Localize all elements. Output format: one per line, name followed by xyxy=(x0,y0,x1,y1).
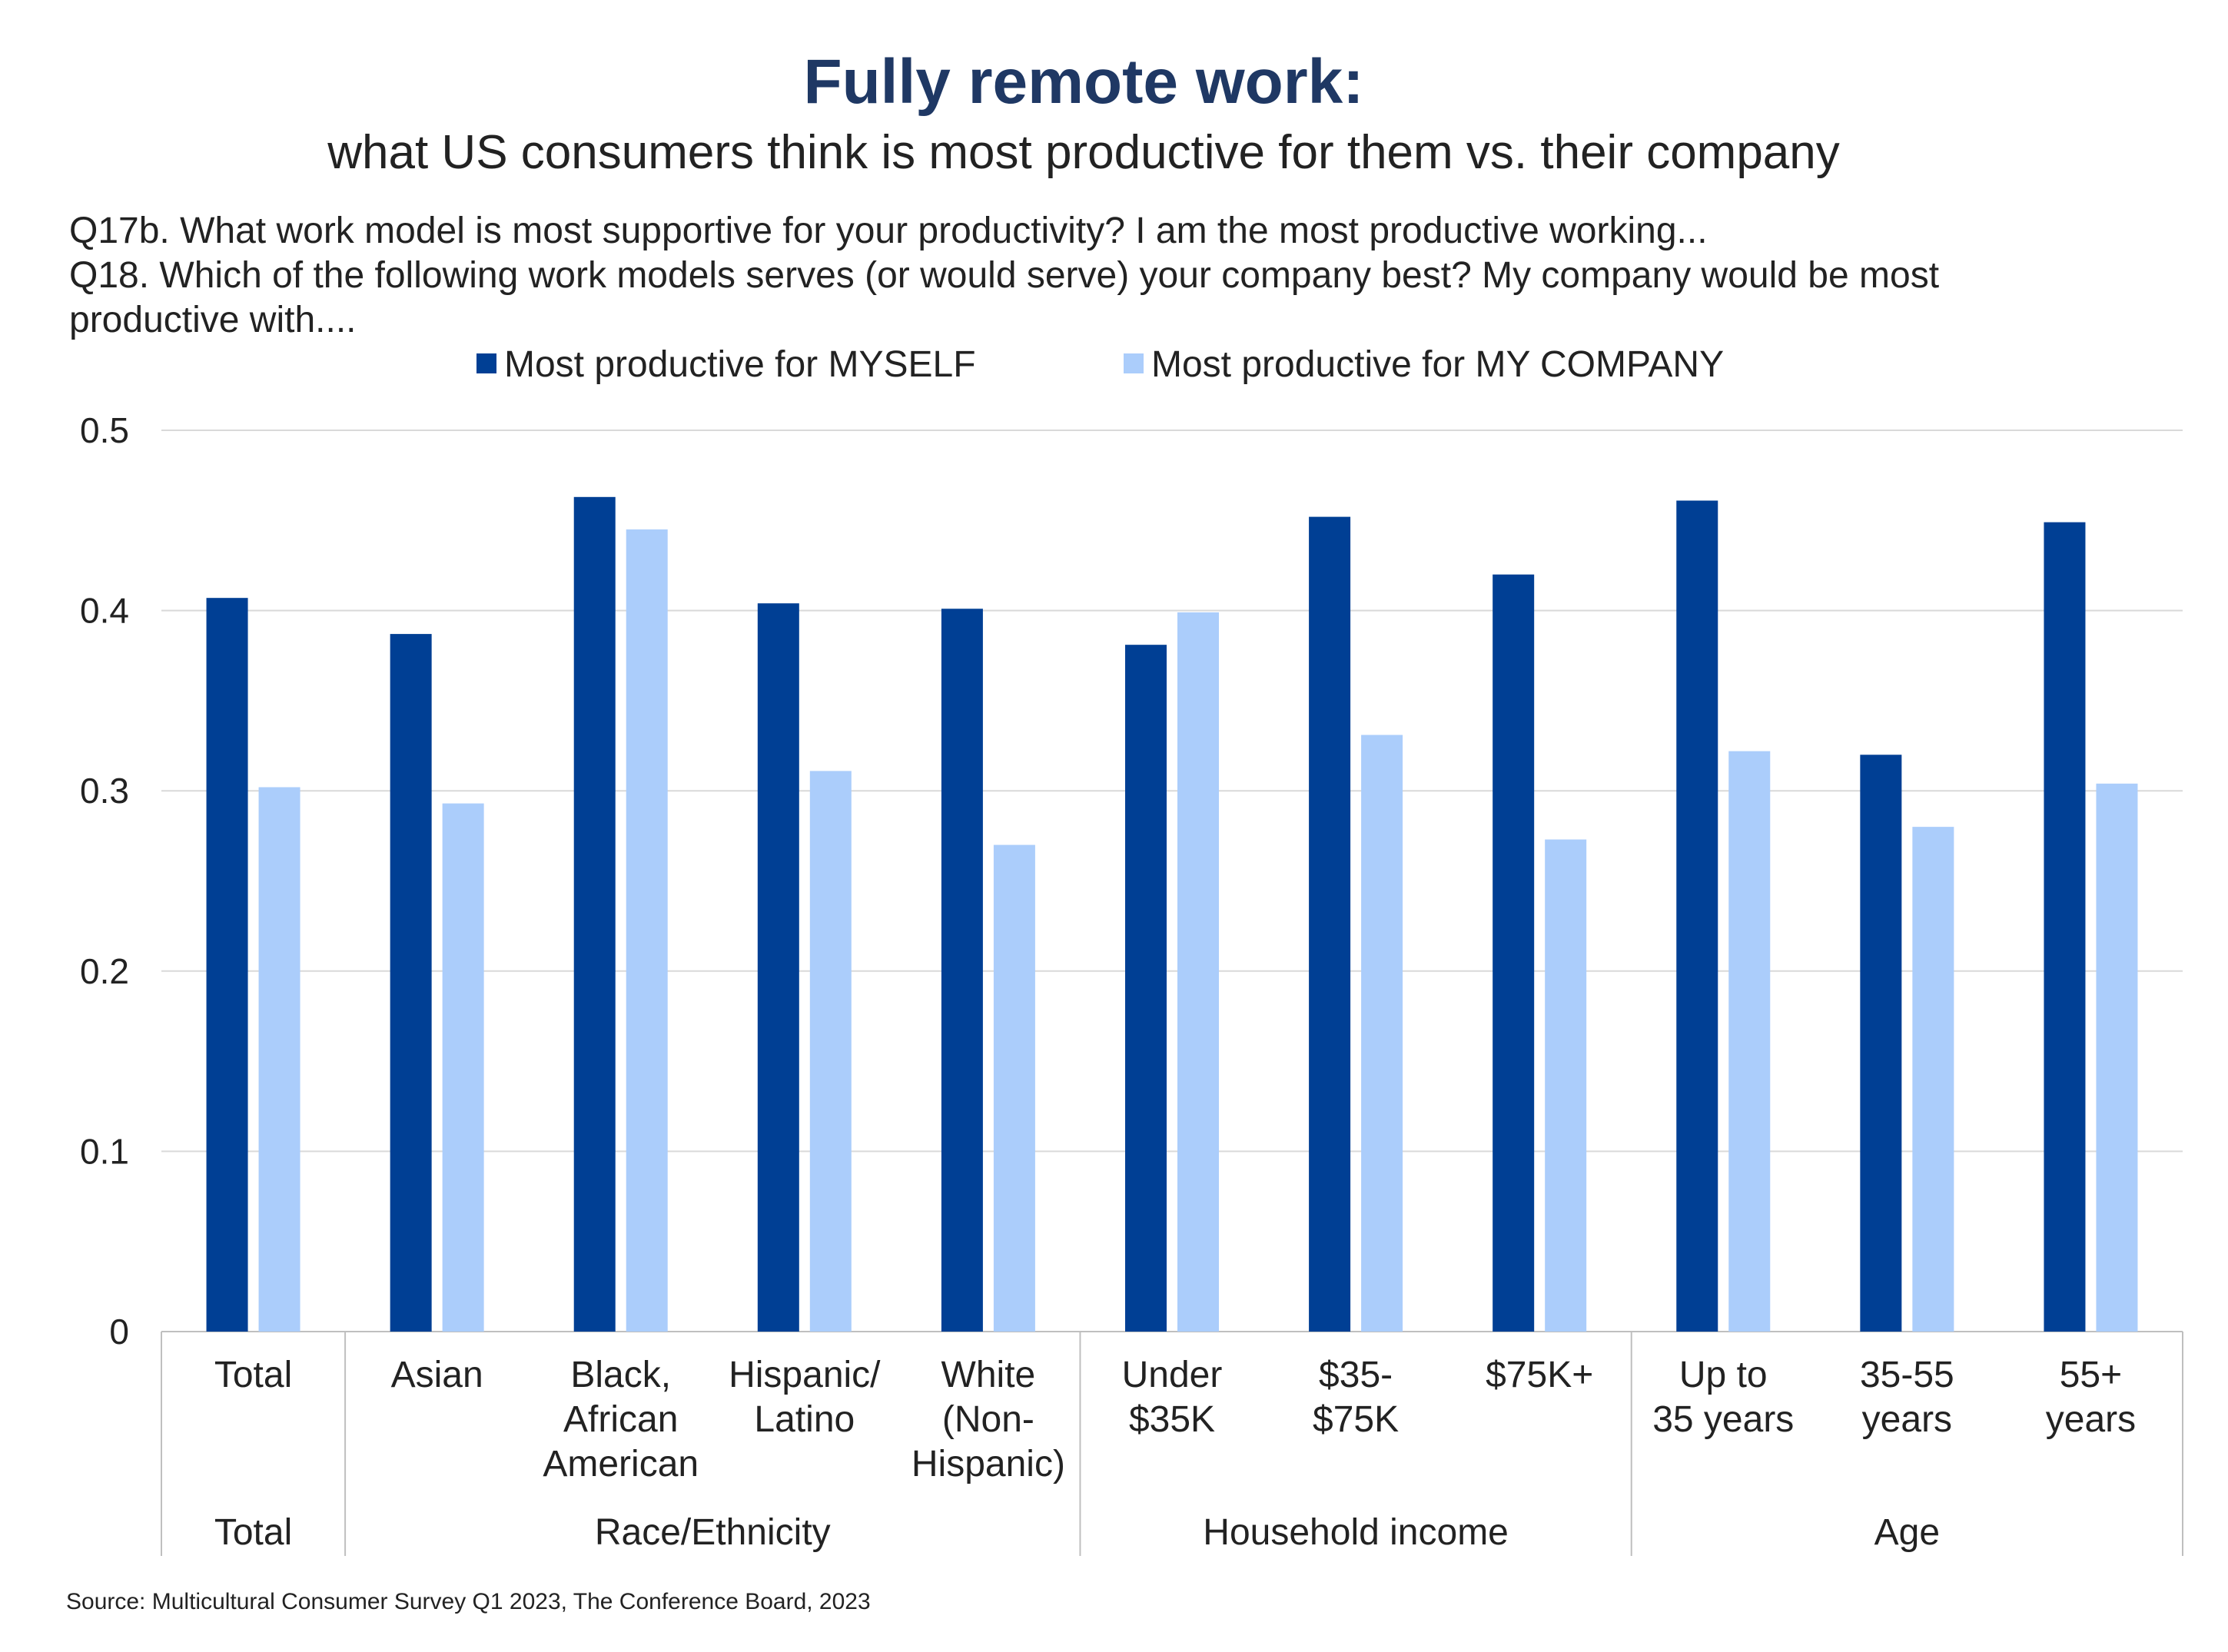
x-group-label: Total xyxy=(214,1512,292,1553)
y-tick-label: 0.5 xyxy=(80,410,129,450)
source-note: Source: Multicultural Consumer Survey Q1… xyxy=(66,1589,871,1614)
x-category-label: years xyxy=(2046,1399,2136,1440)
bar-myself xyxy=(1125,645,1167,1332)
bar-company xyxy=(626,529,668,1332)
bar-myself xyxy=(941,609,983,1332)
x-category-label: Latino xyxy=(754,1399,855,1440)
x-group-label: Household income xyxy=(1203,1512,1509,1553)
question-q17b: Q17b. What work model is most supportive… xyxy=(69,211,1708,251)
x-category-label: 55+ xyxy=(2060,1355,2122,1395)
bar-myself xyxy=(390,634,432,1332)
bar-company xyxy=(442,803,484,1332)
x-category-label: years xyxy=(1862,1399,1952,1440)
bar-company xyxy=(993,844,1035,1332)
bar-myself xyxy=(2044,522,2086,1332)
bar-company xyxy=(1177,612,1219,1332)
bar-company xyxy=(1728,751,1771,1332)
x-category-label: White xyxy=(941,1355,1036,1395)
x-category-label: American xyxy=(543,1444,699,1484)
bar-company xyxy=(1912,827,1954,1332)
x-category-label: Under xyxy=(1122,1355,1223,1395)
x-category-label: Up to xyxy=(1679,1355,1768,1395)
x-category-label: Black, xyxy=(570,1355,671,1395)
bar-company xyxy=(2096,783,2138,1332)
bar-myself xyxy=(757,603,799,1332)
chart-subtitle: what US consumers think is most producti… xyxy=(327,126,1840,179)
question-q18-continued: productive with.... xyxy=(69,300,357,340)
x-category-label: Hispanic/ xyxy=(729,1355,881,1395)
x-category-label: $75K xyxy=(1313,1399,1399,1440)
x-category-label: $75K+ xyxy=(1486,1355,1593,1395)
chart-title: Fully remote work: xyxy=(803,47,1364,117)
question-q18: Q18. Which of the following work models … xyxy=(69,255,1940,296)
x-category-label: African xyxy=(563,1399,678,1440)
bar-myself xyxy=(1493,574,1535,1332)
x-category-label: Hispanic) xyxy=(911,1444,1065,1484)
x-category-label: Total xyxy=(214,1355,292,1395)
x-category-label: $35K xyxy=(1129,1399,1215,1440)
x-category-label: 35-55 xyxy=(1860,1355,1954,1395)
legend-company-label: Most productive for MY COMPANY xyxy=(1151,344,1724,385)
legend-myself-swatch xyxy=(476,353,496,373)
x-category-label: Asian xyxy=(391,1355,483,1395)
legend-company-swatch xyxy=(1124,353,1144,373)
bar-company xyxy=(1545,839,1587,1332)
x-category-label: (Non- xyxy=(942,1399,1034,1440)
bar-myself xyxy=(1860,755,1902,1332)
y-tick-label: 0.2 xyxy=(80,951,129,991)
x-category-label: 35 years xyxy=(1652,1399,1794,1440)
x-category-label: $35- xyxy=(1319,1355,1393,1395)
y-tick-label: 0.3 xyxy=(80,771,129,811)
bar-myself xyxy=(206,598,248,1332)
bar-company xyxy=(258,787,300,1332)
bar-company xyxy=(809,771,852,1332)
bar-myself xyxy=(573,496,616,1332)
y-tick-label: 0.1 xyxy=(80,1131,129,1171)
y-tick-label: 0.4 xyxy=(80,591,129,631)
x-group-label: Age xyxy=(1874,1512,1940,1553)
x-group-label: Race/Ethnicity xyxy=(595,1512,831,1553)
legend-myself-label: Most productive for MYSELF xyxy=(504,344,976,385)
bar-myself xyxy=(1309,516,1351,1332)
bar-company xyxy=(1361,735,1403,1332)
bar-myself xyxy=(1676,500,1718,1332)
y-tick-label: 0 xyxy=(109,1312,129,1352)
